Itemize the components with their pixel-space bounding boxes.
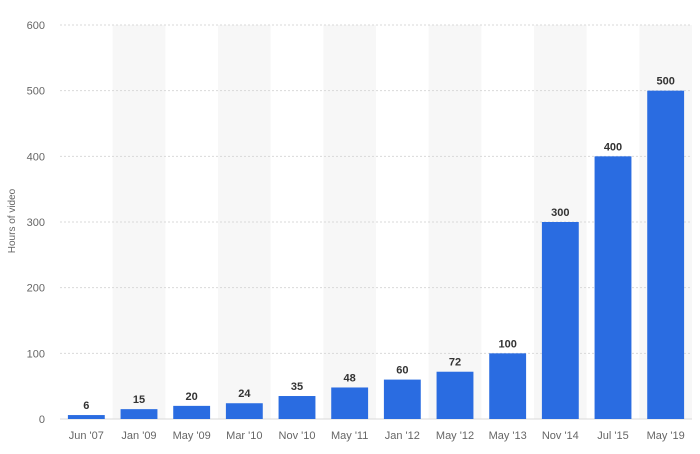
- y-tick-label: 600: [27, 20, 45, 32]
- data-label: 100: [498, 338, 516, 350]
- bar: [120, 409, 158, 419]
- x-axis-ticks: Jun '07 Jan '09 May '09 Mar '10 Nov '10 May '…: [69, 430, 685, 442]
- x-tick-label: Jan '09: [121, 430, 156, 442]
- data-label: 24: [238, 388, 251, 400]
- bar: [225, 403, 263, 419]
- y-axis-label: Hours of video: [7, 188, 18, 253]
- bar: [383, 379, 421, 419]
- data-label: 20: [186, 391, 198, 403]
- y-tick-label: 200: [27, 283, 45, 295]
- x-tick-label: Nov '14: [542, 430, 579, 442]
- x-tick-label: May '09: [173, 430, 211, 442]
- y-tick-label: 0: [39, 414, 45, 426]
- y-tick-label: 100: [27, 348, 45, 360]
- x-tick-label: May '13: [489, 430, 527, 442]
- bar: [541, 222, 579, 419]
- bar: [331, 387, 369, 419]
- gridlines: [60, 24, 692, 420]
- x-tick-label: May '19: [647, 430, 685, 442]
- data-label: 400: [604, 141, 622, 153]
- bar: [67, 415, 105, 419]
- y-tick-label: 500: [27, 86, 45, 98]
- y-tick-label: 300: [27, 217, 45, 229]
- data-label: 48: [344, 372, 356, 384]
- data-label: 500: [656, 76, 674, 88]
- data-labels: 6 15 20 24 35 48 60 72 100 300 400 500: [83, 76, 675, 412]
- x-tick-label: Jun '07: [69, 430, 104, 442]
- x-tick-label: Jul '15: [597, 430, 628, 442]
- data-label: 72: [449, 357, 461, 369]
- data-label: 35: [291, 381, 303, 393]
- bar: [436, 371, 474, 419]
- bar: [173, 405, 211, 419]
- x-tick-label: Jan '12: [385, 430, 420, 442]
- x-tick-label: Mar '10: [226, 430, 262, 442]
- data-label: 300: [551, 207, 569, 219]
- bars: [67, 90, 685, 420]
- x-tick-label: May '12: [436, 430, 474, 442]
- data-label: 60: [396, 365, 408, 377]
- bar: [489, 353, 527, 419]
- y-axis-ticks: 0 100 200 300 400 500 600: [27, 20, 45, 426]
- bar: [278, 396, 316, 419]
- data-label: 15: [133, 394, 145, 406]
- x-tick-label: Nov '10: [279, 430, 316, 442]
- y-tick-label: 400: [27, 151, 45, 163]
- bar: [594, 156, 632, 420]
- bar: [647, 90, 685, 420]
- x-tick-label: May '11: [331, 430, 368, 442]
- data-label: 6: [83, 400, 89, 412]
